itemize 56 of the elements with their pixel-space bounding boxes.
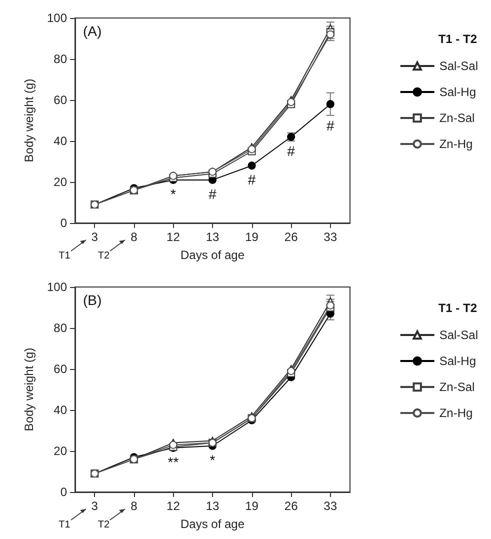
legend-label: Zn-Sal [439, 380, 475, 394]
x-tick-label: 8 [130, 499, 138, 513]
legend-title: T1 - T2 [438, 301, 478, 315]
annotation: * [210, 452, 216, 468]
x-tick-label: 12 [166, 499, 180, 513]
x-tick-label: 19 [245, 499, 259, 513]
text: T1 [58, 250, 71, 262]
x-tick-label: 8 [130, 230, 138, 244]
annotation: # [287, 143, 296, 159]
text: T2 [98, 250, 110, 262]
legend-label: Zn-Sal [439, 111, 475, 125]
text: T2 [98, 520, 110, 530]
legend-label: Zn-Hg [439, 137, 473, 151]
x-axis-title: Days of age [180, 517, 245, 531]
x-tick-label: 12 [166, 230, 180, 244]
annotation: # [208, 186, 217, 202]
legend-title: T1 - T2 [438, 32, 478, 46]
y-tick-label: 20 [54, 175, 68, 189]
y-tick-label: 20 [54, 444, 68, 458]
y-tick-label: 100 [46, 280, 68, 294]
legend-label: Sal-Sal [439, 328, 478, 342]
y-tick-label: 60 [54, 93, 68, 107]
y-tick-label: 60 [54, 362, 68, 376]
annotation: ** [168, 454, 180, 470]
annotation: * [170, 186, 176, 202]
annotation: # [326, 117, 334, 134]
point [248, 162, 256, 170]
annotation: (A) [83, 23, 102, 39]
y-tick-label: 0 [60, 216, 68, 230]
x-tick-label: 19 [245, 230, 259, 244]
annotation: (B) [83, 292, 102, 308]
y-tick-label: 0 [60, 485, 68, 499]
x-tick-label: 26 [284, 499, 298, 513]
point [326, 100, 334, 108]
annotation: # [248, 172, 256, 188]
x-tick-label: 13 [206, 230, 220, 244]
y-tick-label: 100 [46, 11, 68, 25]
legend-label: Sal-Hg [439, 354, 476, 368]
y-axis-title: Body weight (g) [22, 348, 36, 432]
y-axis-title: Body weight (g) [22, 78, 36, 162]
x-axis-title: Days of age [180, 248, 245, 262]
legend-label: Sal-Hg [439, 85, 476, 99]
legend-label: Sal-Sal [439, 59, 478, 73]
legend-label: Zn-Hg [439, 406, 473, 420]
y-tick-label: 80 [54, 321, 68, 335]
x-tick-label: 3 [91, 499, 98, 513]
x-tick-label: 13 [206, 499, 220, 513]
x-tick-label: 33 [324, 230, 338, 244]
text: T1 [58, 520, 71, 530]
x-tick-label: 33 [324, 499, 338, 513]
y-tick-label: 40 [54, 134, 68, 148]
x-tick-label: 26 [284, 230, 298, 244]
y-tick-label: 40 [54, 403, 68, 417]
x-tick-label: 3 [91, 230, 98, 244]
point [326, 301, 334, 310]
y-tick-label: 80 [54, 52, 68, 66]
